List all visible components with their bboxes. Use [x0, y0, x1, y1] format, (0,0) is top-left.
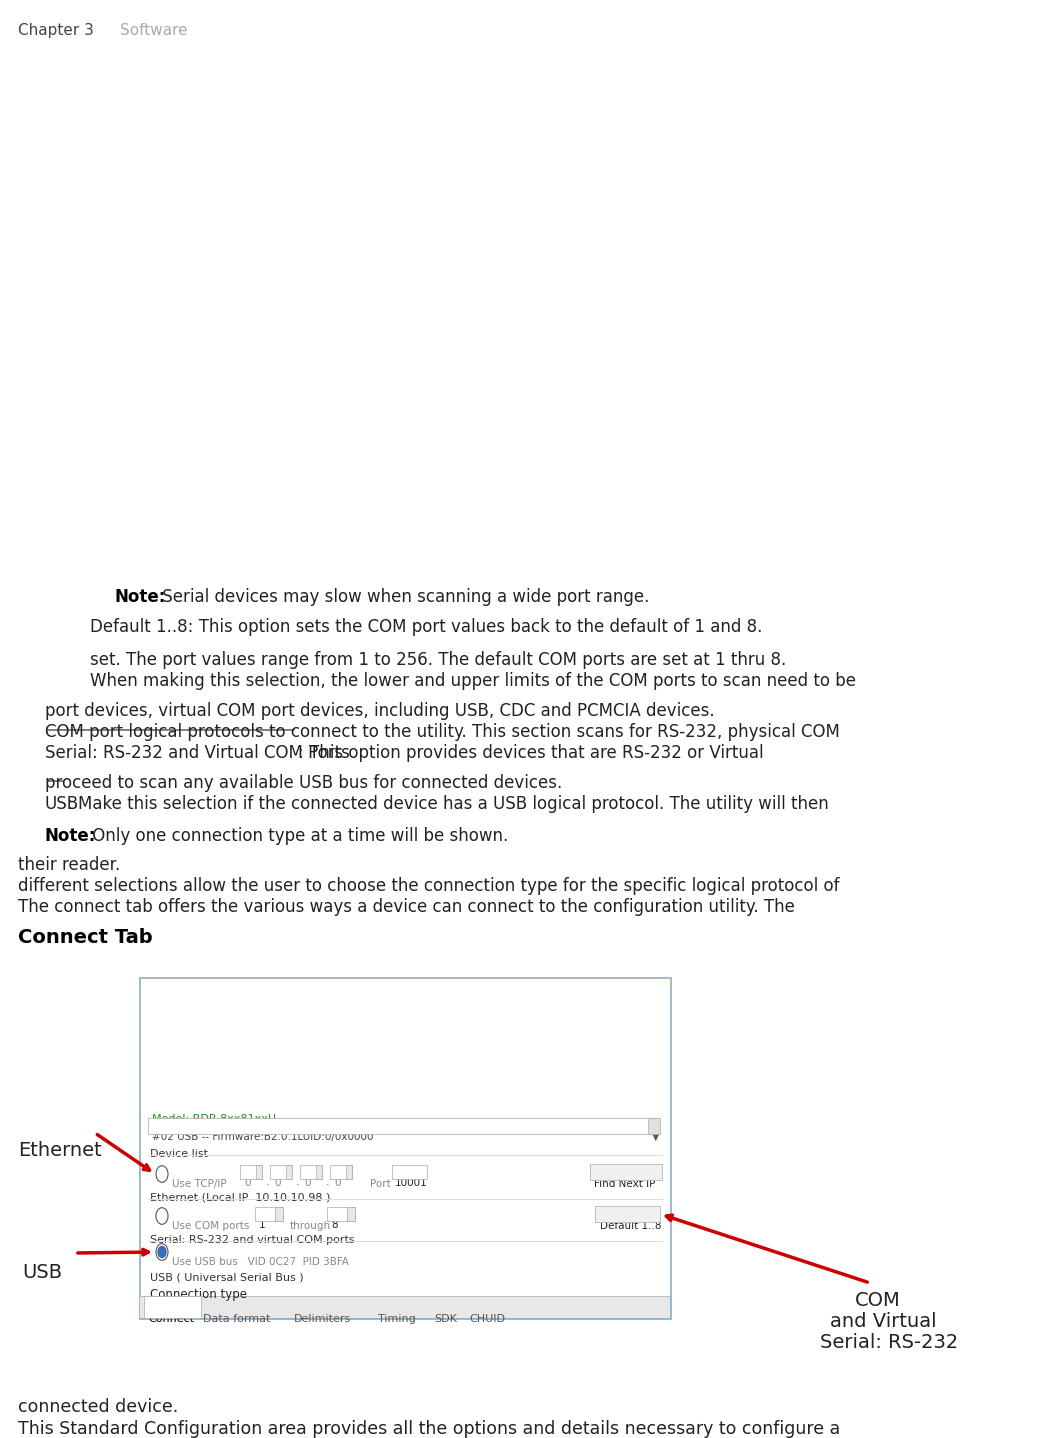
- Text: Note:: Note:: [115, 588, 166, 605]
- FancyBboxPatch shape: [275, 1206, 283, 1221]
- Text: port devices, virtual COM port devices, including USB, CDC and PCMCIA devices.: port devices, virtual COM port devices, …: [45, 702, 714, 720]
- Text: Only one connection type at a time will be shown.: Only one connection type at a time will …: [87, 827, 508, 846]
- Text: 0: 0: [244, 1178, 251, 1188]
- Text: Serial: RS-232: Serial: RS-232: [820, 1333, 958, 1352]
- Text: Chapter 3: Chapter 3: [18, 23, 94, 37]
- FancyBboxPatch shape: [327, 1206, 355, 1221]
- Text: Find Next IP: Find Next IP: [594, 1179, 655, 1189]
- Text: different selections allow the user to choose the connection type for the specif: different selections allow the user to c…: [18, 877, 840, 894]
- Text: SDK: SDK: [435, 1314, 457, 1324]
- FancyBboxPatch shape: [595, 1206, 660, 1222]
- Text: Use TCP/IP: Use TCP/IP: [172, 1179, 227, 1189]
- FancyBboxPatch shape: [140, 978, 670, 1296]
- Text: Use COM ports: Use COM ports: [172, 1221, 249, 1231]
- Text: 1: 1: [259, 1219, 265, 1229]
- Text: USB: USB: [45, 795, 79, 812]
- Text: Serial: RS-232 and virtual COM ports: Serial: RS-232 and virtual COM ports: [150, 1235, 355, 1245]
- Text: ▼: ▼: [652, 1132, 660, 1142]
- Text: Default 1..8: This option sets the COM port values back to the default of 1 and : Default 1..8: This option sets the COM p…: [90, 618, 762, 636]
- Text: Serial: RS-232 and Virtual COM Ports: Serial: RS-232 and Virtual COM Ports: [45, 743, 349, 762]
- Text: Note:: Note:: [45, 827, 96, 846]
- Text: Ethernet (Local IP  10.10.10.98 ): Ethernet (Local IP 10.10.10.98 ): [150, 1194, 331, 1204]
- Text: Default 1..8: Default 1..8: [600, 1221, 662, 1231]
- Text: .: .: [326, 1176, 330, 1186]
- FancyBboxPatch shape: [590, 1163, 662, 1181]
- FancyBboxPatch shape: [255, 1206, 283, 1221]
- Text: 10001: 10001: [395, 1178, 427, 1188]
- Text: set. The port values range from 1 to 256. The default COM ports are set at 1 thr: set. The port values range from 1 to 256…: [90, 651, 786, 669]
- FancyBboxPatch shape: [144, 1296, 201, 1319]
- FancyBboxPatch shape: [148, 1117, 656, 1135]
- FancyBboxPatch shape: [330, 1165, 352, 1179]
- Text: their reader.: their reader.: [18, 856, 120, 874]
- Text: : Make this selection if the connected device has a USB logical protocol. The ut: : Make this selection if the connected d…: [67, 795, 829, 812]
- FancyBboxPatch shape: [140, 1296, 670, 1319]
- FancyBboxPatch shape: [316, 1165, 323, 1179]
- Text: When making this selection, the lower and upper limits of the COM ports to scan : When making this selection, the lower an…: [90, 672, 856, 690]
- Text: USB: USB: [22, 1263, 62, 1283]
- Text: : This option provides devices that are RS-232 or Virtual: : This option provides devices that are …: [298, 743, 763, 762]
- Text: Connection type: Connection type: [150, 1288, 247, 1301]
- Text: #02 USB -- Firmware:B2.0.1LUID:0/0x0000: #02 USB -- Firmware:B2.0.1LUID:0/0x0000: [152, 1132, 373, 1142]
- Text: Connect: Connect: [148, 1314, 194, 1324]
- Text: 0: 0: [274, 1178, 280, 1188]
- Text: .: .: [296, 1176, 300, 1186]
- Text: Use USB bus   VID 0C27  PID 3BFA: Use USB bus VID 0C27 PID 3BFA: [172, 1257, 348, 1267]
- Text: connected device.: connected device.: [18, 1398, 178, 1416]
- Circle shape: [158, 1169, 166, 1179]
- Text: .: .: [267, 1176, 270, 1186]
- Text: and Virtual: and Virtual: [830, 1311, 936, 1332]
- Text: proceed to scan any available USB bus for connected devices.: proceed to scan any available USB bus fo…: [45, 774, 562, 792]
- Text: Model: RDR-8xx81xxU: Model: RDR-8xx81xxU: [152, 1114, 276, 1125]
- Text: Delimiters: Delimiters: [295, 1314, 352, 1324]
- FancyBboxPatch shape: [270, 1165, 292, 1179]
- Text: Ethernet: Ethernet: [18, 1140, 102, 1160]
- FancyBboxPatch shape: [256, 1165, 262, 1179]
- Text: CHUID: CHUID: [469, 1314, 505, 1324]
- Circle shape: [158, 1211, 166, 1221]
- Text: COM port logical protocols to connect to the utility. This section scans for RS-: COM port logical protocols to connect to…: [45, 723, 840, 741]
- FancyBboxPatch shape: [346, 1165, 352, 1179]
- FancyBboxPatch shape: [392, 1165, 427, 1179]
- Text: USB ( Universal Serial Bus ): USB ( Universal Serial Bus ): [150, 1273, 304, 1283]
- FancyBboxPatch shape: [140, 978, 670, 1319]
- Text: 8: 8: [331, 1219, 338, 1229]
- Text: Connect Tab: Connect Tab: [18, 928, 152, 948]
- Text: The connect tab offers the various ways a device can connect to the configuratio: The connect tab offers the various ways …: [18, 897, 795, 916]
- Text: through: through: [290, 1221, 331, 1231]
- Text: Serial devices may slow when scanning a wide port range.: Serial devices may slow when scanning a …: [157, 588, 649, 605]
- Text: Software: Software: [120, 23, 188, 37]
- Text: This Standard Configuration area provides all the options and details necessary : This Standard Configuration area provide…: [18, 1419, 840, 1438]
- Text: Data format: Data format: [203, 1314, 271, 1324]
- FancyBboxPatch shape: [648, 1117, 660, 1135]
- Text: COM: COM: [854, 1291, 901, 1310]
- Text: Device list: Device list: [150, 1149, 208, 1159]
- Text: Timing: Timing: [379, 1314, 416, 1324]
- FancyBboxPatch shape: [347, 1206, 355, 1221]
- Text: 0: 0: [334, 1178, 340, 1188]
- Text: Port: Port: [370, 1179, 391, 1189]
- FancyBboxPatch shape: [300, 1165, 323, 1179]
- FancyBboxPatch shape: [240, 1165, 262, 1179]
- Circle shape: [158, 1247, 166, 1258]
- Text: 0: 0: [304, 1178, 310, 1188]
- FancyBboxPatch shape: [286, 1165, 292, 1179]
